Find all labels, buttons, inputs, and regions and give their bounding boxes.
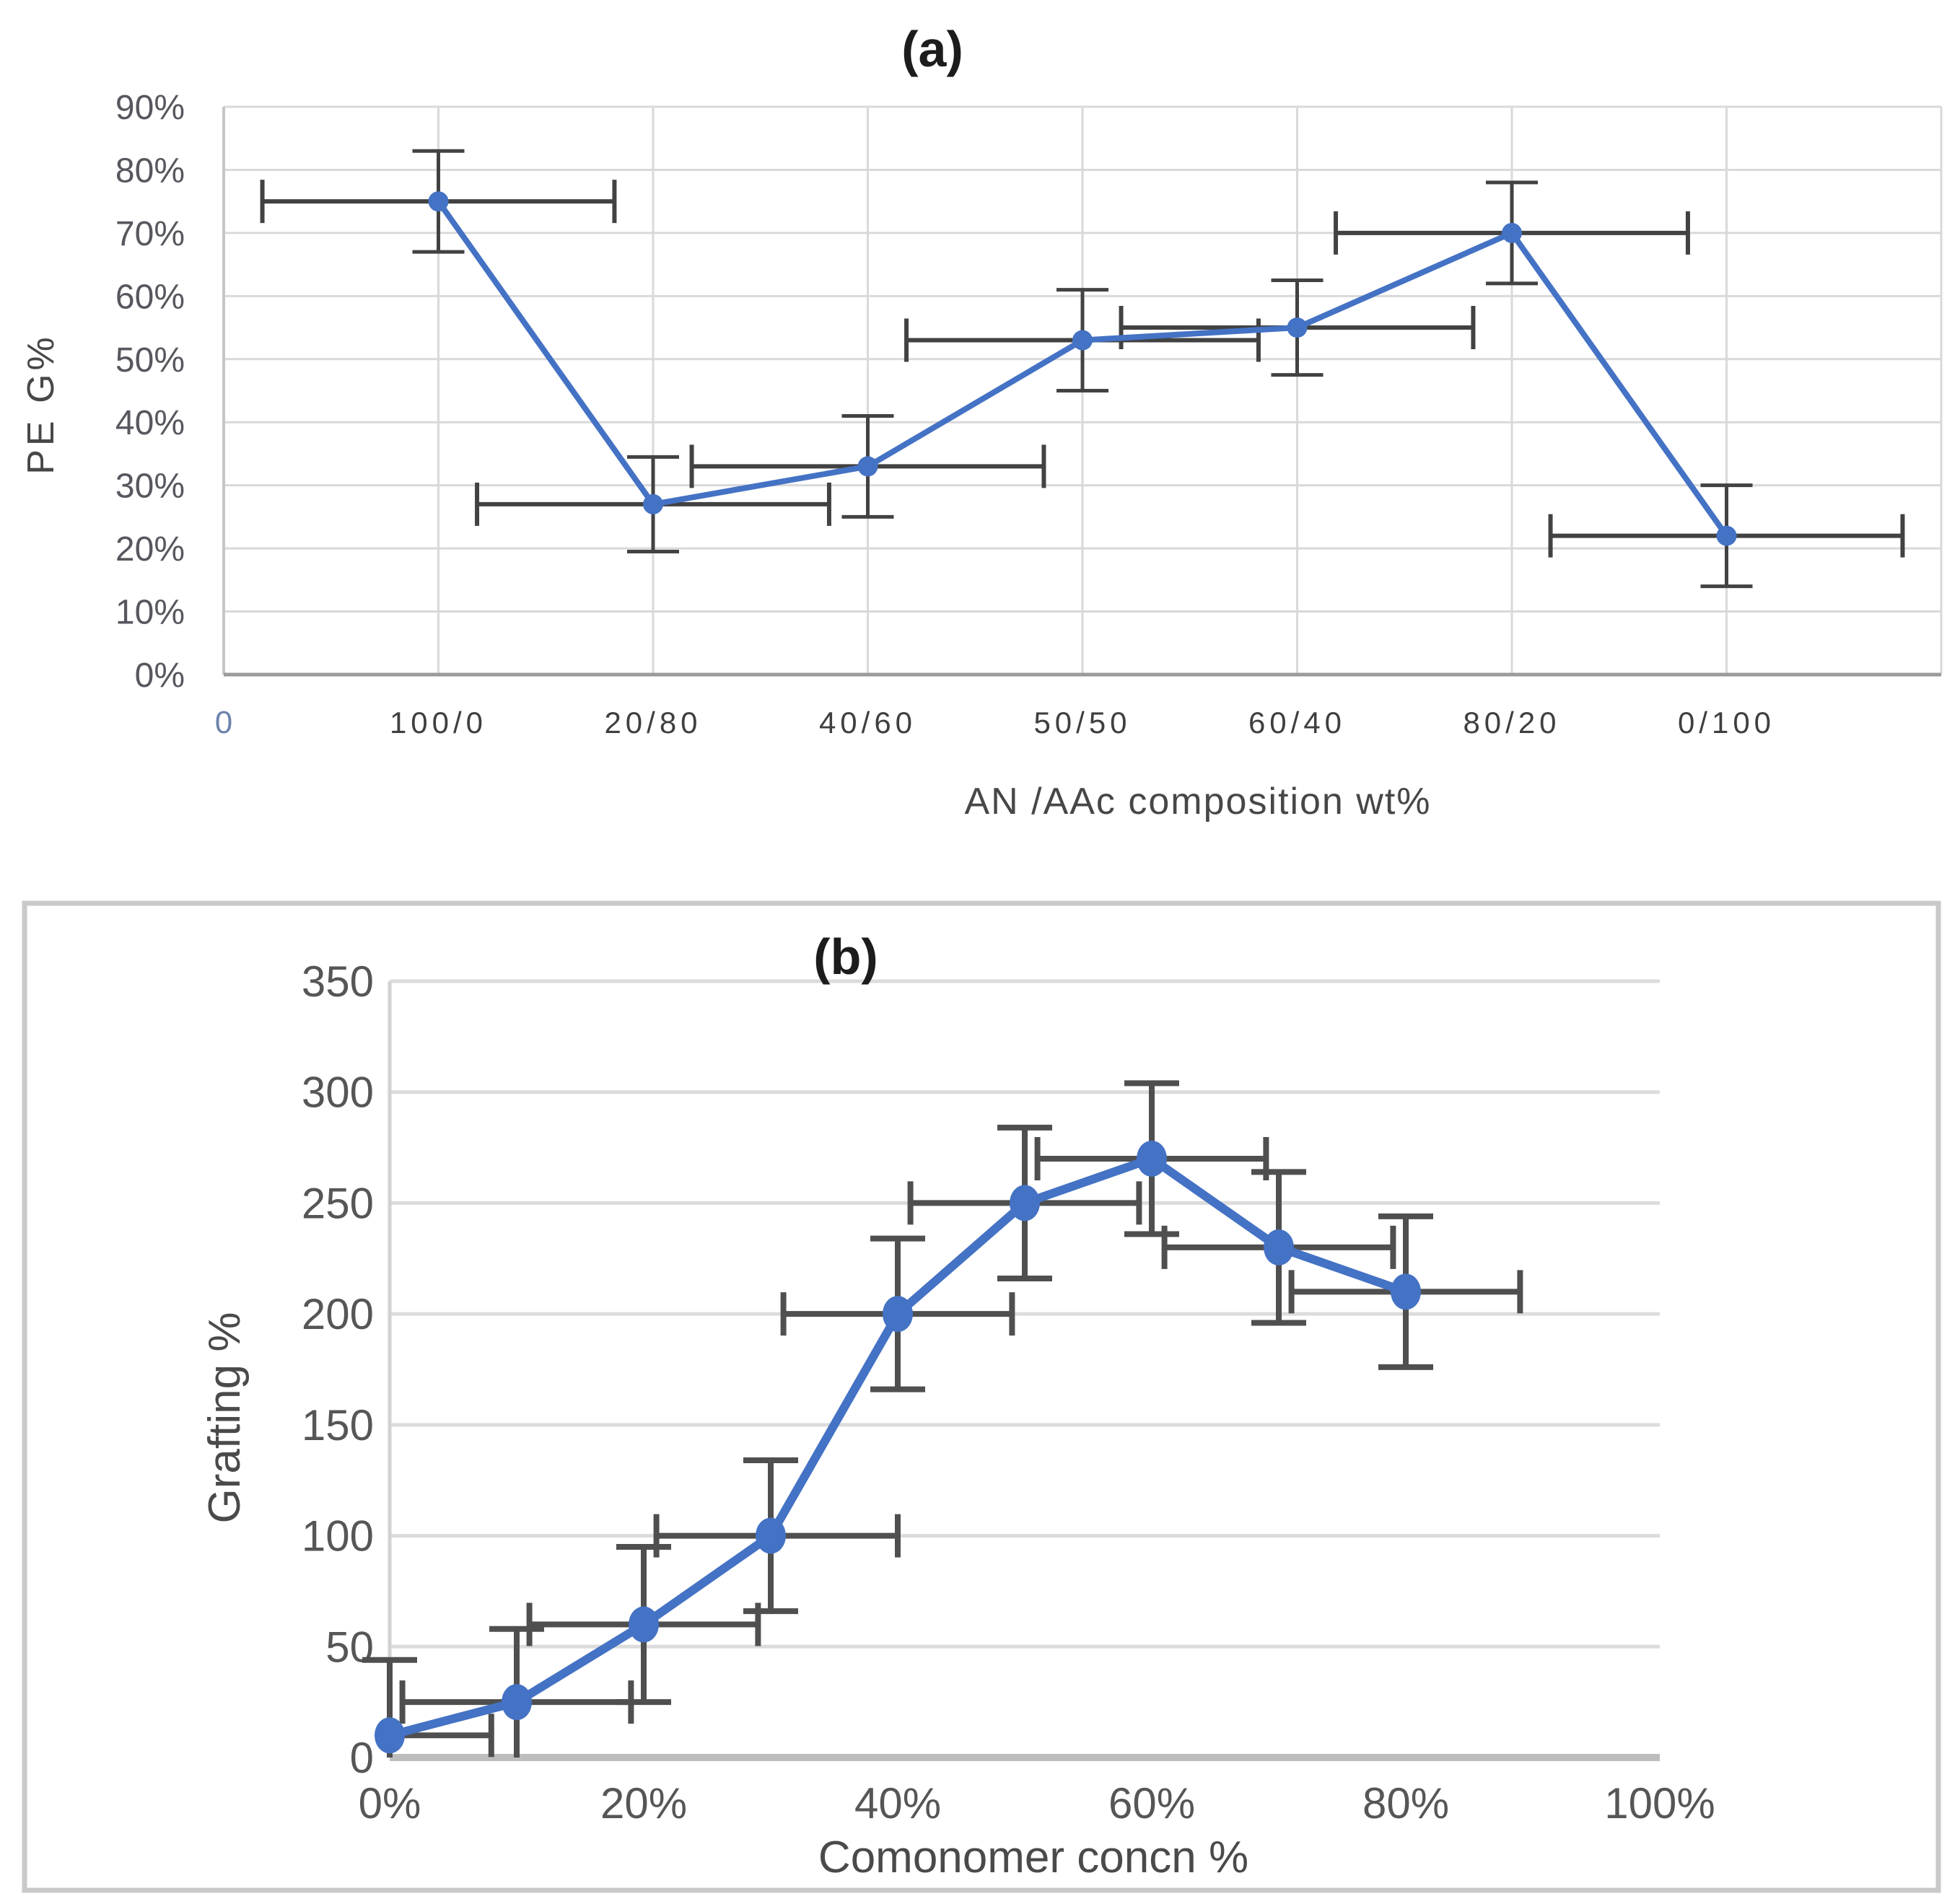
chart-a-x-axis-title: AN /AAc composition wt%	[964, 781, 1431, 822]
x-tick-label: 20%	[600, 1779, 687, 1828]
x-tick-label: 100/0	[390, 706, 487, 740]
x-tick-label: 0/100	[1678, 706, 1775, 740]
y-tick-label: 70%	[115, 215, 185, 253]
x-tick-label: 100%	[1604, 1779, 1715, 1828]
y-tick-label: 30%	[115, 468, 185, 506]
chart-a-y-axis-title: PE G%	[20, 333, 62, 475]
x-tick-label: 60/40	[1248, 706, 1346, 740]
chart-b-frame	[22, 900, 1941, 1893]
chart-b-x-axis-title: Comonomer concn %	[818, 1833, 1248, 1882]
data-point-marker	[1010, 1185, 1040, 1221]
y-tick-label: 10%	[115, 594, 185, 632]
x-tick-label: 20/80	[604, 706, 701, 740]
y-tick-label: 60%	[115, 278, 185, 316]
x-tick-label: 50/50	[1033, 706, 1131, 740]
data-point-marker	[883, 1296, 913, 1333]
x-tick-label: 40%	[854, 1779, 941, 1828]
y-tick-label: 40%	[115, 404, 185, 442]
data-point-marker	[428, 191, 449, 212]
y-tick-label: 300	[302, 1069, 374, 1117]
chart-b-title: (b)	[813, 929, 878, 985]
y-tick-label: 350	[302, 957, 374, 1006]
data-point-marker	[502, 1684, 532, 1721]
data-point-marker	[1264, 1229, 1294, 1265]
chart-b-y-axis-title: Grafting %	[200, 1312, 250, 1524]
x-tick-label: 0	[215, 705, 232, 740]
x-tick-label: 80/20	[1463, 706, 1560, 740]
y-tick-label: 0%	[135, 657, 185, 695]
data-point-marker	[1391, 1273, 1421, 1310]
y-tick-label: 90%	[115, 89, 185, 127]
y-tick-label: 200	[302, 1290, 374, 1338]
data-point-marker	[629, 1606, 659, 1643]
data-point-marker	[643, 493, 663, 514]
x-tick-label: 80%	[1362, 1779, 1449, 1828]
data-point-marker	[756, 1517, 786, 1554]
x-tick-label: 40/60	[819, 706, 916, 740]
data-point-marker	[1502, 222, 1522, 243]
chart-a-title: (a)	[901, 21, 963, 77]
y-tick-label: 50	[325, 1623, 374, 1671]
data-point-marker	[1072, 330, 1093, 351]
data-point-marker	[1287, 317, 1308, 338]
data-point-marker	[375, 1717, 405, 1754]
y-tick-label: 250	[302, 1179, 374, 1227]
chart-b: 0 50 100 150 200 250 300 350 0% 20% 40% 60% 80% 100%	[302, 957, 1715, 1828]
y-tick-label: 20%	[115, 530, 185, 569]
data-point-marker	[1716, 525, 1737, 546]
y-tick-label: 100	[302, 1512, 374, 1561]
y-tick-label: 150	[302, 1401, 374, 1449]
data-point-marker	[1137, 1140, 1167, 1177]
y-tick-label: 0	[350, 1734, 374, 1782]
chart-a: 0% 10% 20% 30% 40% 50% 60% 70% 80% 90% 0 100/0 20/80…	[115, 89, 1943, 740]
data-point-marker	[857, 456, 878, 477]
y-tick-label: 50%	[115, 341, 185, 380]
x-tick-label: 60%	[1108, 1779, 1195, 1828]
x-tick-label: 0%	[359, 1779, 421, 1828]
y-tick-label: 80%	[115, 152, 185, 190]
